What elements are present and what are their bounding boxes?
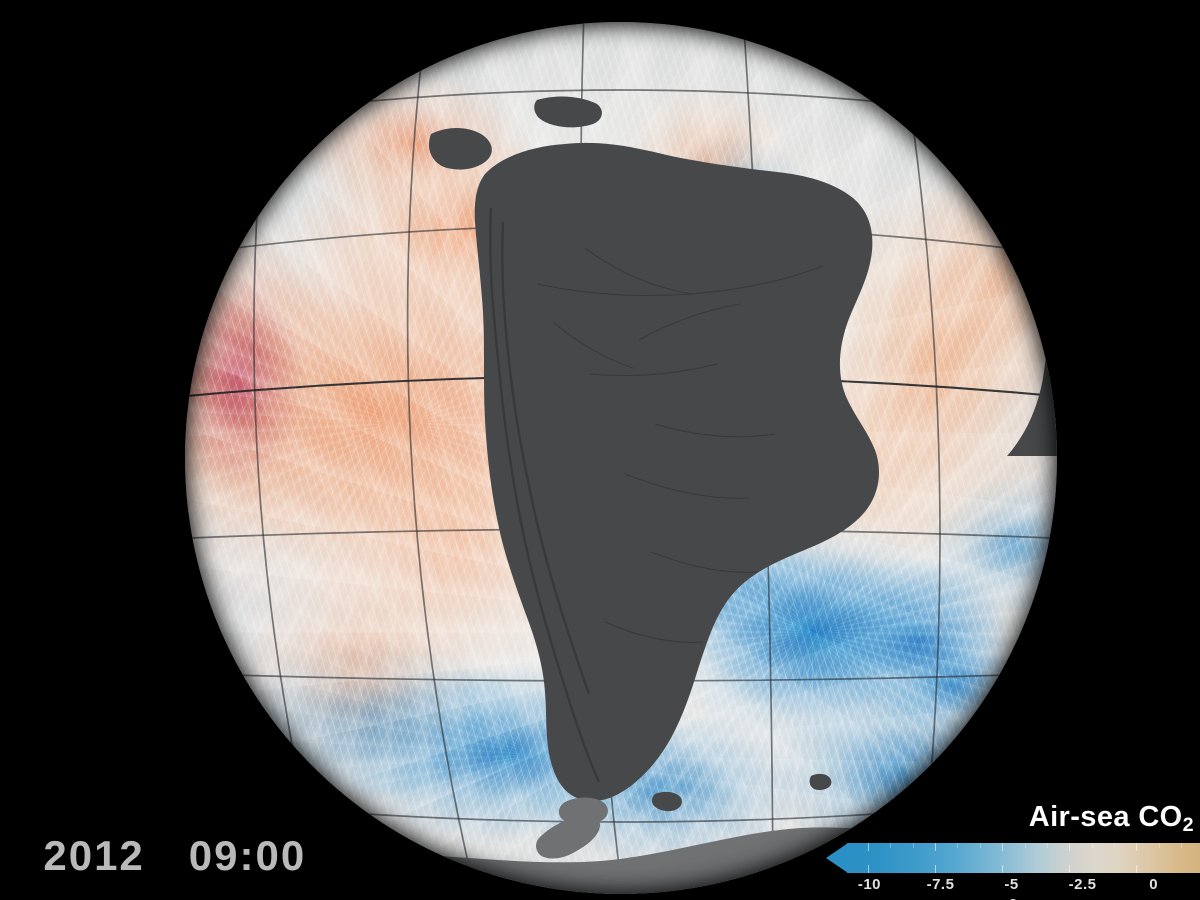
legend: Air-sea CO2 xyxy=(826,801,1200,900)
colorbar-units-clipped: 2 xyxy=(826,897,1200,900)
colorbar-tick-minor xyxy=(1158,843,1160,848)
colorbar-tick-major xyxy=(1136,843,1138,851)
timestamp-time: 09:00 xyxy=(188,832,307,879)
colorbar-tick-major xyxy=(1069,865,1071,873)
caribbean-island xyxy=(534,96,602,128)
legend-title-subscript: 2 xyxy=(1182,814,1194,837)
colorbar-tick-label: -10 xyxy=(857,876,882,893)
colorbar-tick-labels: -10 -7.5 -5 -2.5 0 2.5 2 xyxy=(826,876,1200,900)
antarctic-peninsula xyxy=(536,815,601,859)
globe xyxy=(185,22,1057,894)
colorbar xyxy=(826,843,1200,873)
central-america-landmass xyxy=(428,128,492,170)
colorbar-tick-minor xyxy=(1046,843,1048,848)
colorbar-tick-minor xyxy=(890,843,892,848)
colorbar-tick-label: 0 xyxy=(1149,876,1159,893)
colorbar-tick-minor xyxy=(957,843,959,848)
colorbar-tick-minor xyxy=(1180,843,1182,848)
colorbar-units-text: 2 xyxy=(1009,897,1017,900)
south-america-landmass xyxy=(474,142,879,802)
colorbar-tick-major xyxy=(1136,865,1138,873)
colorbar-low-arrow xyxy=(826,843,848,873)
colorbar-tick-major xyxy=(868,843,870,851)
colorbar-tick-minor xyxy=(912,843,914,848)
colorbar-tick-major xyxy=(935,843,937,851)
timestamp-overlay: y 2012 09:00 xyxy=(0,832,306,880)
colorbar-gradient xyxy=(847,843,1200,873)
colorbar-tick-major xyxy=(1069,843,1071,851)
timestamp-year: 2012 xyxy=(43,832,145,879)
colorbar-tick-major xyxy=(1002,865,1004,873)
colorbar-tick-major xyxy=(1002,843,1004,851)
colorbar-tick-minor xyxy=(1091,843,1093,848)
landmasses xyxy=(185,22,1057,894)
colorbar-tick-major xyxy=(935,865,937,873)
colorbar-tick-label: -2.5 xyxy=(1068,876,1097,893)
colorbar-tick-major xyxy=(868,865,870,873)
globe-sphere xyxy=(185,22,1057,894)
colorbar-tick-minor xyxy=(1024,843,1026,848)
legend-title: Air-sea CO2 xyxy=(826,801,1200,837)
colorbar-tick-minor xyxy=(1113,843,1115,848)
west-africa-landmass xyxy=(975,22,1057,456)
legend-title-text: Air-sea CO xyxy=(1028,801,1183,833)
south-georgia-island xyxy=(809,773,832,790)
colorbar-tick-label: -7.5 xyxy=(926,876,955,893)
falkland-islands xyxy=(652,791,682,812)
colorbar-tick-minor xyxy=(979,843,981,848)
colorbar-tick-label: -5 xyxy=(1004,876,1019,893)
